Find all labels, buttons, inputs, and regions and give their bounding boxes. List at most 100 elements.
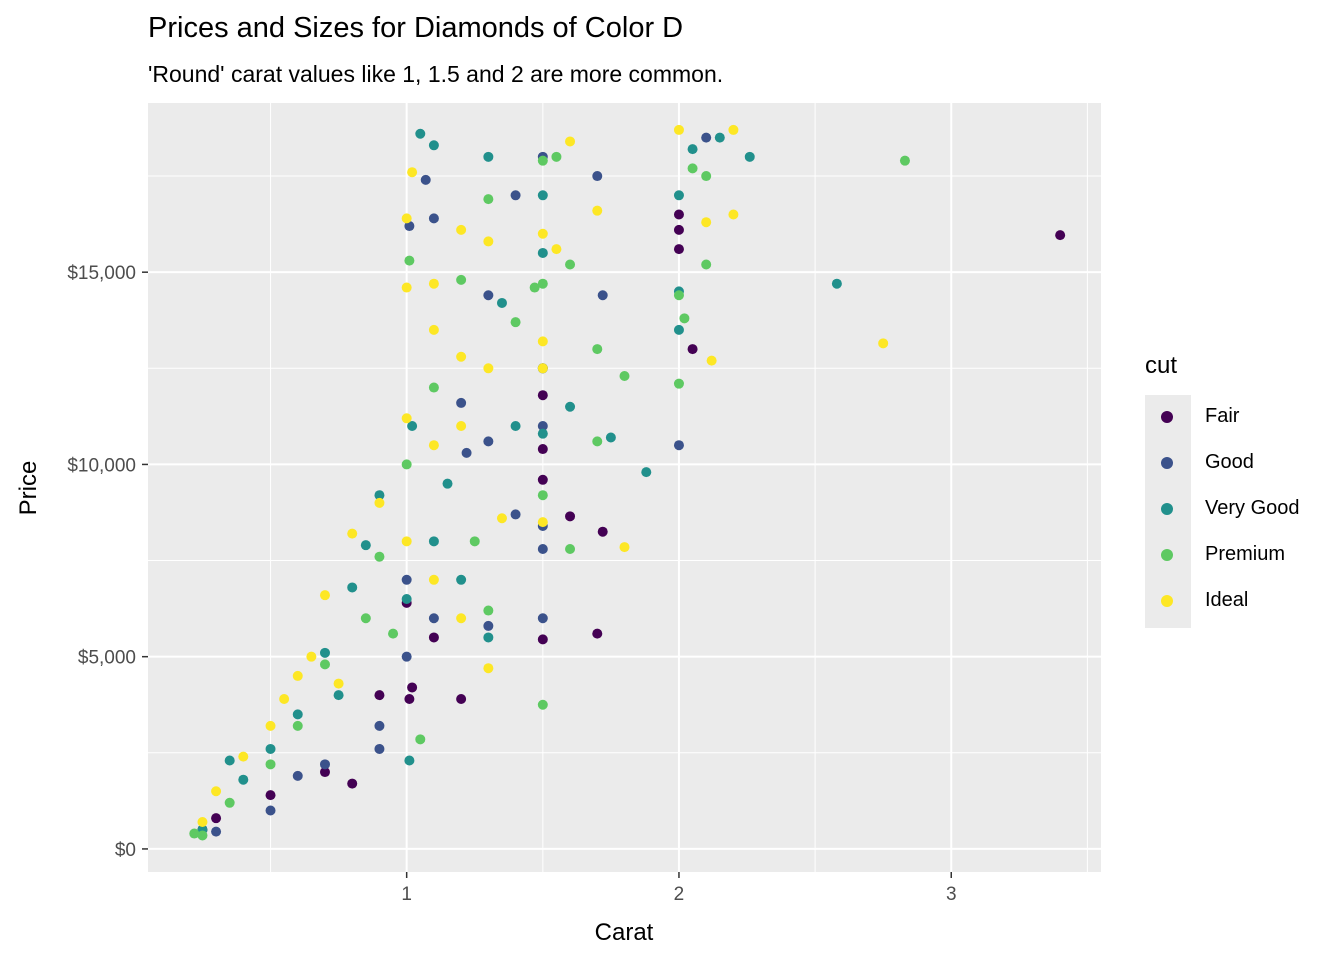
data-point	[415, 734, 426, 745]
data-point	[211, 786, 222, 797]
data-point	[510, 509, 521, 520]
data-point	[537, 363, 548, 374]
data-point	[537, 474, 548, 485]
data-point	[483, 620, 494, 631]
legend-label: Very Good	[1205, 497, 1300, 519]
data-point	[265, 720, 276, 731]
data-point	[597, 290, 608, 301]
data-point	[673, 244, 684, 255]
data-point	[551, 244, 562, 255]
data-point	[347, 582, 358, 593]
legend-title: cut	[1145, 352, 1178, 379]
legend-label: Fair	[1205, 405, 1240, 427]
data-point	[483, 151, 494, 162]
data-point	[428, 213, 439, 224]
legend-label: Premium	[1205, 543, 1286, 565]
data-point	[407, 420, 418, 431]
data-point	[401, 213, 412, 224]
data-point	[401, 459, 412, 470]
data-point	[537, 490, 548, 501]
data-point	[483, 236, 494, 247]
data-point	[456, 397, 467, 408]
data-point	[401, 574, 412, 585]
data-point	[360, 613, 371, 624]
data-point	[592, 205, 603, 216]
data-point	[374, 720, 385, 731]
data-point	[673, 290, 684, 301]
legend-swatch	[1161, 595, 1173, 607]
data-point	[537, 336, 548, 347]
data-point	[899, 155, 910, 166]
data-point	[238, 751, 249, 762]
x-tick-label: 2	[674, 884, 685, 905]
data-point	[428, 632, 439, 643]
data-point	[687, 344, 698, 355]
data-point	[592, 344, 603, 355]
data-point	[701, 132, 712, 143]
data-point	[292, 670, 303, 681]
data-point	[510, 317, 521, 328]
data-point	[687, 163, 698, 174]
data-point	[461, 447, 472, 458]
data-point	[483, 632, 494, 643]
data-point	[483, 290, 494, 301]
data-point	[510, 190, 521, 201]
data-point	[404, 221, 415, 232]
data-point	[319, 659, 330, 670]
legend-item: Premium	[1145, 533, 1344, 579]
data-point	[292, 709, 303, 720]
data-point	[319, 759, 330, 770]
data-point	[456, 351, 467, 362]
data-point	[673, 224, 684, 235]
data-point	[374, 497, 385, 508]
data-point	[687, 144, 698, 155]
data-point	[428, 278, 439, 289]
data-point	[483, 363, 494, 374]
data-point	[701, 259, 712, 270]
data-point	[483, 194, 494, 205]
data-point	[374, 743, 385, 754]
data-point	[456, 224, 467, 235]
data-point	[401, 651, 412, 662]
data-point	[537, 699, 548, 710]
data-point	[483, 663, 494, 674]
legend-item: Good	[1145, 441, 1344, 487]
data-point	[537, 428, 548, 439]
legend-item: Ideal	[1145, 579, 1344, 625]
data-point	[673, 190, 684, 201]
data-point	[605, 432, 616, 443]
data-point	[319, 647, 330, 658]
data-point	[728, 209, 739, 220]
data-point	[619, 370, 630, 381]
data-point	[1055, 230, 1066, 241]
data-point	[456, 693, 467, 704]
legend-item: Fair	[1145, 395, 1344, 441]
data-point	[265, 805, 276, 816]
data-point	[673, 209, 684, 220]
data-point	[878, 338, 889, 349]
data-point	[483, 436, 494, 447]
data-point	[728, 124, 739, 135]
data-point	[537, 390, 548, 401]
data-point	[404, 693, 415, 704]
data-point	[831, 278, 842, 289]
data-point	[224, 797, 235, 808]
data-point	[415, 128, 426, 139]
data-point	[428, 536, 439, 547]
data-point	[319, 590, 330, 601]
y-tick-label: $10,000	[67, 455, 136, 476]
y-axis-title: Price	[15, 461, 42, 516]
data-point	[197, 830, 208, 841]
legend-swatch	[1161, 503, 1173, 515]
data-point	[592, 436, 603, 447]
data-point	[537, 444, 548, 455]
data-point	[404, 755, 415, 766]
legend: cut Fair Good Very Good Premium Ideal	[1145, 352, 1300, 628]
data-point	[679, 313, 690, 324]
data-point	[537, 190, 548, 201]
legend-swatch	[1161, 411, 1173, 423]
data-point	[420, 174, 431, 185]
data-point	[510, 420, 521, 431]
data-point	[496, 513, 507, 524]
data-point	[428, 140, 439, 151]
